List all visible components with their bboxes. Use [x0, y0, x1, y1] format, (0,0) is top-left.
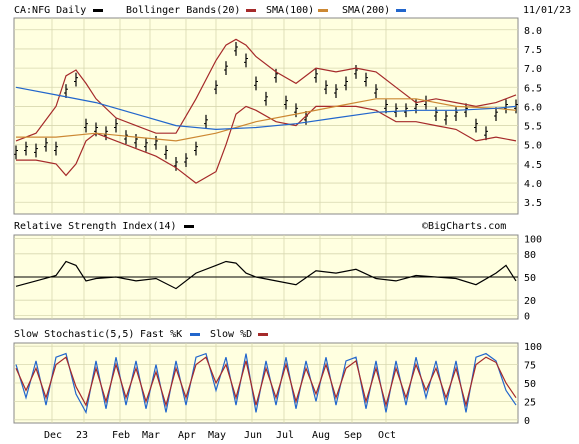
y-tick-label: 6.0	[524, 102, 542, 113]
x-tick-label: Mar	[142, 430, 160, 441]
stoch-legend-fastk: Fast %K	[140, 329, 182, 340]
y-tick-label: 25	[524, 397, 536, 408]
x-tick-label: Aug	[312, 430, 330, 441]
y-tick-label: 100	[524, 234, 542, 245]
y-tick-label: 3.5	[524, 198, 542, 209]
rsi-plot	[14, 260, 518, 290]
rsi-y-axis: 100 80 50 20 0	[524, 234, 542, 322]
y-tick-label: 5.0	[524, 141, 542, 152]
stoch-legend-slowd: Slow %D	[210, 329, 252, 340]
x-tick-label: Sep	[344, 430, 362, 441]
rsi-swatch	[184, 225, 194, 228]
x-axis: Dec 23 Feb Mar Apr May Jun Jul Aug Sep Oct	[44, 430, 396, 441]
y-tick-label: 7.0	[524, 64, 542, 75]
fastk-swatch	[190, 333, 200, 336]
legend-sma100: SMA(100)	[266, 5, 314, 16]
rsi-header-bar	[0, 216, 579, 233]
symbol-label: CA:NFG Daily	[14, 5, 86, 16]
y-tick-label: 20	[524, 296, 536, 307]
sma100-line	[16, 98, 517, 142]
y-tick-label: 4.5	[524, 160, 542, 171]
legend-sma200-swatch	[396, 9, 406, 12]
sma200-line	[15, 86, 517, 131]
x-tick-label: May	[208, 430, 226, 441]
stoch-plot	[15, 352, 517, 415]
symbol-swatch	[93, 9, 103, 12]
x-tick-label: Dec	[44, 430, 62, 441]
legend-bollinger: Bollinger Bands(20)	[126, 5, 240, 16]
rsi-line	[15, 260, 517, 290]
slow-d-line	[15, 356, 517, 408]
fast-k-line	[15, 352, 517, 415]
x-tick-label: Feb	[112, 430, 130, 441]
y-tick-label: 0	[524, 312, 530, 323]
y-tick-label: 50	[524, 273, 536, 284]
legend-sma100-swatch	[318, 9, 328, 12]
stoch-title: Slow Stochastic(5,5)	[14, 329, 134, 340]
stoch-y-axis: 100 75 50 25 0	[524, 342, 542, 427]
y-tick-label: 50	[524, 379, 536, 390]
price-y-axis: 8.0 7.5 7.0 6.5 6.0 5.5 5.0 4.5 4.0 3.5	[524, 26, 542, 209]
x-tick-label: 23	[76, 430, 88, 441]
y-tick-label: 7.5	[524, 45, 542, 56]
x-tick-label: Jul	[276, 430, 294, 441]
y-tick-label: 6.5	[524, 83, 542, 94]
y-tick-label: 4.0	[524, 179, 542, 190]
x-tick-label: Jun	[244, 430, 262, 441]
y-tick-label: 5.5	[524, 122, 542, 133]
stoch-grid	[14, 343, 518, 423]
y-tick-label: 0	[524, 416, 530, 427]
legend-bollinger-swatch	[246, 9, 256, 12]
legend-sma200: SMA(200)	[342, 5, 390, 16]
x-tick-label: Apr	[178, 430, 196, 441]
bollinger-band-line	[16, 105, 517, 184]
price-plot	[14, 38, 518, 184]
rsi-title: Relative Strength Index(14)	[14, 221, 177, 232]
y-tick-label: 100	[524, 342, 542, 353]
chart-date: 11/01/23	[523, 5, 571, 16]
y-tick-label: 80	[524, 250, 536, 261]
slowd-swatch	[258, 333, 268, 336]
y-tick-label: 75	[524, 361, 536, 372]
x-tick-label: Oct	[378, 430, 396, 441]
watermark: ©BigCharts.com	[422, 221, 506, 232]
bollinger-band-line	[15, 38, 517, 142]
y-tick-label: 8.0	[524, 26, 542, 37]
